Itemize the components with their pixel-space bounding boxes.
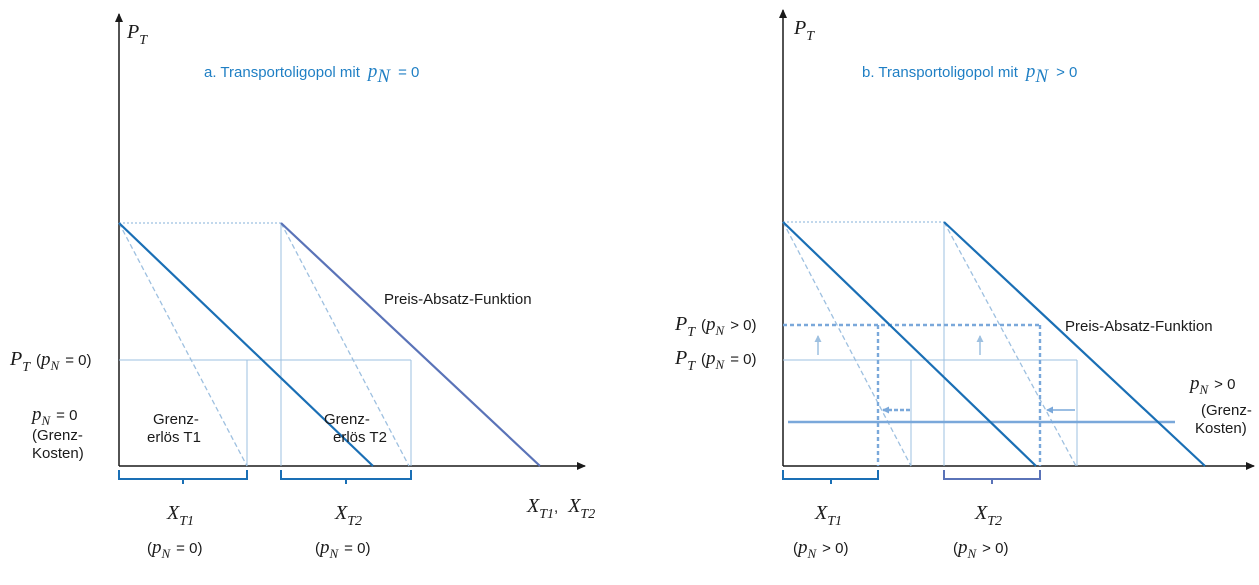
panel-b-xt1-condition: (pN > 0) <box>793 537 848 562</box>
panel-a-xt2-condition: (pN = 0) <box>315 537 370 562</box>
panel-b-price-label-low: PT (pN = 0) <box>674 347 756 374</box>
panel-b: b. Transportoligopol mit pN > 0 PT Preis… <box>674 9 1255 562</box>
panel-a-preis-absatz-label: Preis-Absatz-Funktion <box>384 291 532 308</box>
panel-a-demand-t2 <box>280 222 541 467</box>
panel-a-grenzerloes-t2-line2: erlös T2 <box>333 429 387 446</box>
panel-a-marginal-revenue-t1 <box>118 222 248 467</box>
panel-a-xt1-condition: (pN = 0) <box>147 537 202 562</box>
panel-b-xt2-brace <box>943 470 1041 484</box>
panel-a-grenzerloes-t1-line2: erlös T1 <box>147 429 201 446</box>
panel-a-cost-label-line1: pN = 0 <box>30 404 77 429</box>
panel-a-price-label: PT (pN = 0) <box>9 348 91 375</box>
panel-b-xt1-brace <box>782 470 879 484</box>
panel-a-cost-label-line3: Kosten) <box>32 445 84 462</box>
panel-b-demand-t1 <box>782 221 1037 467</box>
panel-a-title: a. Transportoligopol mit pN = 0 <box>204 61 419 87</box>
panel-b-xt1-label: XT1 <box>814 502 842 529</box>
panel-a-marginal-revenue-t2 <box>280 222 410 467</box>
panel-b-price-label-high: PT (pN > 0) <box>674 313 756 340</box>
panel-a-xt1-label: XT1 <box>166 502 194 529</box>
panel-b-title: b. Transportoligopol mit pN > 0 <box>862 61 1077 87</box>
panel-a-xt1-brace <box>118 470 248 484</box>
panel-b-marginal-revenue-t2 <box>943 221 1077 467</box>
panel-b-cost-label-line2: (Grenz- <box>1201 402 1252 419</box>
panel-b-marginal-revenue-t1 <box>782 221 912 467</box>
panel-a-cost-label-line2: (Grenz- <box>32 427 83 444</box>
panel-b-preis-absatz-label: Preis-Absatz-Funktion <box>1065 318 1213 335</box>
panel-a-demand-t1 <box>118 222 374 467</box>
panel-a: a. Transportoligopol mit pN = 0 PT Preis… <box>9 13 595 562</box>
panel-a-y-axis-label: PT <box>126 21 148 48</box>
panel-b-xt2-condition: (pN > 0) <box>953 537 1008 562</box>
panel-a-x-axis-label: XT1, XT2 <box>526 495 595 522</box>
panel-b-xt2-label: XT2 <box>974 502 1002 529</box>
panel-a-xt2-brace <box>280 470 412 484</box>
panel-b-demand-t2 <box>943 221 1206 467</box>
panel-a-grenzerloes-t2-line1: Grenz- <box>324 411 370 428</box>
panel-b-y-axis-label: PT <box>793 17 815 44</box>
panel-b-cost-label-line1: pN > 0 <box>1188 373 1235 398</box>
panel-a-grenzerloes-t1-line1: Grenz- <box>153 411 199 428</box>
panel-b-cost-label-line3: Kosten) <box>1195 420 1247 437</box>
panel-a-xt2-label: XT2 <box>334 502 362 529</box>
